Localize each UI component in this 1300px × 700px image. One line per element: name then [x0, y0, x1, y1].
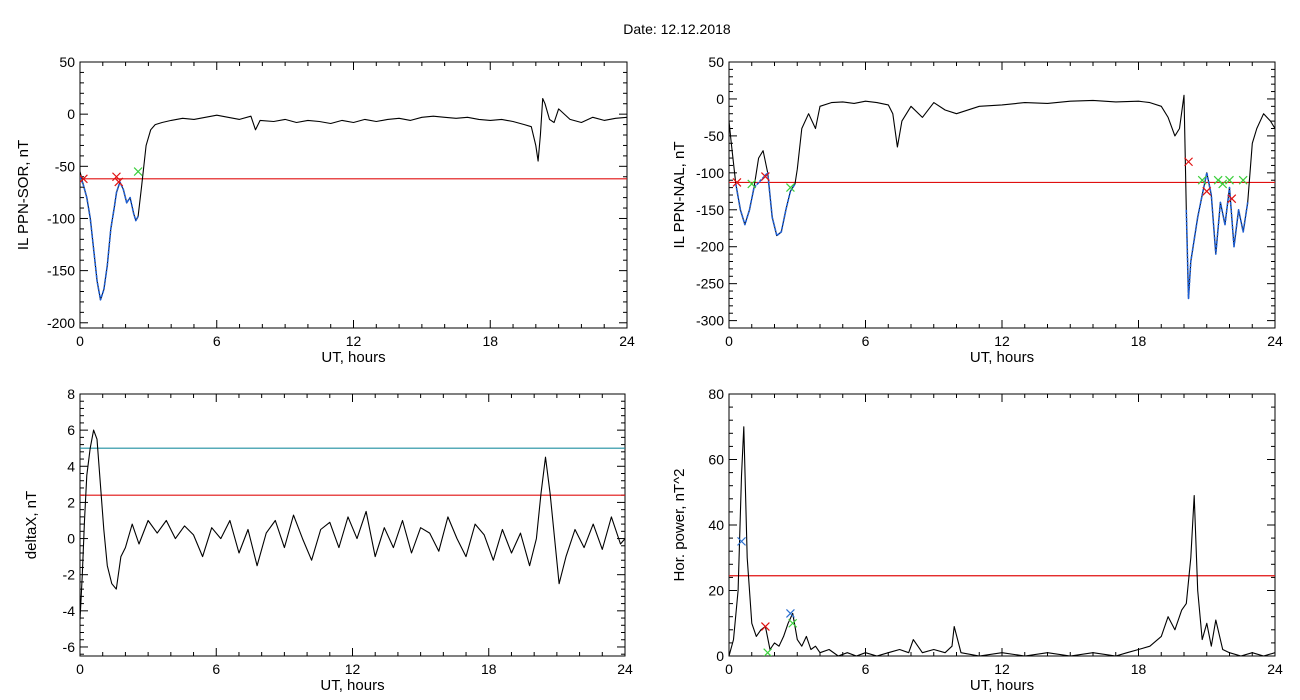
y-tick-label: 0 — [67, 106, 75, 122]
y-tick-label: 0 — [716, 648, 724, 664]
y-tick-label: 50 — [708, 54, 724, 70]
y-tick-label: 60 — [708, 452, 724, 468]
y-tick-label: -4 — [63, 603, 76, 619]
y-tick-label: -100 — [47, 210, 75, 226]
y-tick-label: -6 — [63, 639, 76, 655]
y-tick-label: -150 — [696, 202, 724, 218]
panel-power: 0 6 12 18 24 80 60 40 20 0 UT, hours Hor. power, nT… — [671, 386, 1283, 694]
x-tick-label: 0 — [725, 333, 733, 349]
y-tick-label: 50 — [59, 54, 75, 70]
marker-green — [1238, 175, 1248, 185]
marker-green — [786, 183, 795, 193]
y-tick-label: 2 — [67, 494, 75, 510]
x-axis-label: UT, hours — [970, 677, 1034, 694]
marker-red — [114, 177, 124, 187]
plot-area-nal — [729, 94, 1275, 300]
x-axis-label: UT, hours — [321, 349, 385, 366]
marker-red — [760, 172, 770, 181]
y-axis-label: IL PPN-NAL, nT — [671, 142, 688, 249]
plot-area-power — [729, 426, 1275, 656]
x-tick-label: 24 — [619, 333, 635, 349]
x-tick-label: 18 — [482, 333, 498, 349]
x-tick-label: 24 — [1267, 333, 1283, 349]
marker-green — [1225, 175, 1234, 185]
x-tick-label: 12 — [345, 661, 361, 677]
y-tick-label: -50 — [55, 158, 75, 174]
x-tick-label: 6 — [862, 333, 870, 349]
y-tick-label: -2 — [63, 567, 76, 583]
marker-green — [763, 648, 773, 656]
y-tick-label: 4 — [67, 458, 75, 474]
y-tick-label: -50 — [704, 128, 724, 144]
marker-blue — [737, 536, 746, 546]
series-highlight-line — [1185, 172, 1249, 300]
series-line — [729, 426, 1275, 656]
marker-red — [732, 178, 742, 187]
y-tick-label: -200 — [696, 239, 724, 255]
y-tick-label: 40 — [708, 517, 724, 533]
x-axis-label: UT, hours — [970, 349, 1034, 366]
plot-frame-deltax — [79, 393, 626, 657]
marker-red — [1202, 186, 1212, 196]
y-tick-label: 8 — [67, 386, 75, 402]
marker-green — [1218, 179, 1228, 189]
marker-red — [760, 622, 770, 631]
series-line — [80, 429, 625, 620]
y-axis-label: deltaX, nT — [23, 491, 40, 559]
x-tick-label: 18 — [1131, 661, 1147, 677]
x-tick-label: 12 — [994, 333, 1010, 349]
marker-red — [80, 174, 88, 184]
plot-area-deltax — [80, 429, 625, 620]
y-tick-label: 6 — [67, 422, 75, 438]
x-tick-label: 6 — [212, 661, 220, 677]
x-tick-label: 12 — [994, 661, 1010, 677]
x-tick-label: 0 — [76, 333, 84, 349]
x-tick-label: 18 — [1131, 333, 1147, 349]
y-tick-label: -250 — [696, 276, 724, 292]
y-tick-label: 0 — [716, 91, 724, 107]
x-tick-label: 24 — [617, 661, 633, 677]
series-line — [80, 97, 627, 301]
marker-red — [1227, 194, 1237, 204]
y-tick-label: -300 — [696, 313, 724, 329]
x-axis-label: UT, hours — [320, 677, 384, 694]
y-axis-label: Hor. power, nT^2 — [671, 469, 688, 582]
x-tick-label: 0 — [76, 661, 84, 677]
y-axis-label: IL PPN-SOR, nT — [15, 140, 32, 250]
marker-red — [1184, 157, 1193, 167]
figure-title: Date: 12.12.2018 — [623, 21, 731, 37]
series-highlight-line — [735, 172, 796, 237]
marker-green — [133, 167, 143, 176]
y-tick-label: -200 — [47, 315, 75, 331]
plot-frame-nal — [728, 61, 1276, 329]
marker-blue — [786, 609, 795, 618]
panel-sor: 0 6 12 18 24 50 0 -50 -100 -150 -200 UT, hours IL PP… — [15, 54, 635, 366]
y-tick-label: 0 — [67, 531, 75, 547]
x-tick-label: 24 — [1267, 661, 1283, 677]
y-tick-label: -100 — [696, 165, 724, 181]
x-tick-label: 0 — [725, 661, 733, 677]
marker-green — [788, 618, 798, 628]
marker-red — [112, 172, 121, 182]
y-tick-label: -150 — [47, 263, 75, 279]
panel-deltax: 0 6 12 18 24 8 6 4 2 0 -2 -4 -6 UT, hours deltaX, nT — [23, 386, 633, 694]
marker-green — [747, 179, 757, 189]
series-line — [729, 94, 1275, 299]
marker-green — [1213, 175, 1223, 185]
x-tick-label: 6 — [213, 333, 221, 349]
x-tick-label: 18 — [481, 661, 497, 677]
y-tick-label: 20 — [708, 583, 724, 599]
x-tick-label: 12 — [346, 333, 362, 349]
plot-area-sor — [80, 97, 627, 301]
plot-frame-sor — [79, 61, 628, 329]
series-highlight-line — [80, 176, 139, 301]
y-tick-label: 80 — [708, 386, 724, 402]
x-tick-label: 6 — [862, 661, 870, 677]
panel-nal: 0 6 12 18 24 50 0 -50 -100 -150 -200 -250 -300 UT, ho… — [671, 54, 1283, 366]
marker-green — [1197, 175, 1207, 185]
